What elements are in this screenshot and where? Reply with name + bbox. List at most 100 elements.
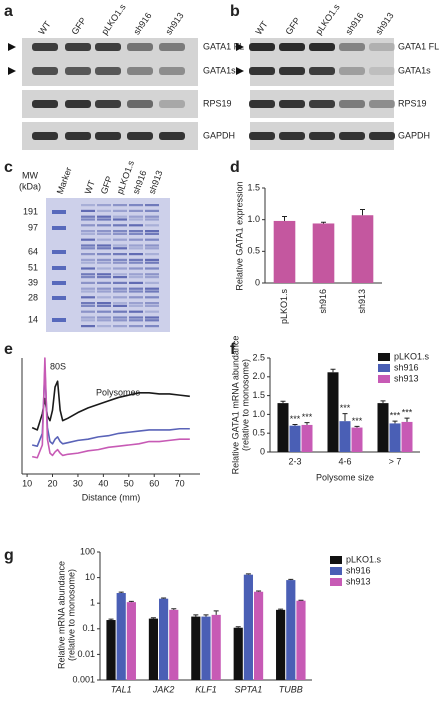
gel-band [97, 258, 111, 261]
legend-label: pLKO1.s [346, 554, 382, 564]
gel-band [145, 253, 159, 256]
lane-label: sh913 [373, 11, 395, 37]
x-tick-label: 4-6 [338, 456, 351, 466]
error-bar [213, 610, 219, 615]
gel-band [81, 273, 95, 276]
error-bar [304, 422, 310, 425]
gel-band [97, 281, 111, 284]
lane-label: GFP [99, 175, 115, 196]
gel-band [145, 319, 159, 322]
bar [389, 423, 401, 452]
gel-band [97, 304, 111, 307]
gel-band [81, 316, 95, 319]
gel-band [97, 224, 111, 227]
band-label: GAPDH [398, 130, 430, 140]
legend-label: sh913 [346, 576, 371, 586]
gel-band [145, 325, 159, 328]
profile-line [31, 357, 190, 459]
error-bar [118, 591, 124, 594]
gel-band [113, 304, 127, 307]
profile-line [31, 368, 190, 447]
gel-band [97, 209, 111, 212]
gel-band [145, 304, 159, 307]
gel-band [81, 238, 95, 241]
lane-label: sh913 [147, 169, 165, 195]
x-tick-label: > 7 [389, 456, 402, 466]
gel-band [129, 267, 143, 270]
error-bar [280, 400, 286, 404]
panel-label: c [4, 159, 13, 176]
bar [312, 223, 335, 283]
lane-label: pLKO1.s [313, 2, 342, 37]
gel-band [97, 238, 111, 241]
gel-band [129, 310, 143, 313]
blot-band [339, 132, 365, 140]
gel-band [145, 316, 159, 319]
gel-band [81, 302, 95, 305]
blot-band [369, 67, 395, 75]
gel-band [81, 304, 95, 307]
gel-band [145, 247, 159, 250]
gel-band [81, 290, 95, 293]
gel-band [113, 316, 127, 319]
blot-band [32, 43, 58, 51]
error-bar [392, 420, 398, 424]
gel-band [129, 273, 143, 276]
bar [201, 616, 211, 680]
bar [148, 618, 159, 680]
bar [351, 427, 363, 452]
y-axis-label: Relative GATA1 mRNA abundance [230, 336, 240, 475]
blot-band [369, 132, 395, 140]
gel-band [113, 319, 127, 322]
gel-band [113, 253, 127, 256]
bar [243, 574, 253, 680]
blot-band [369, 100, 395, 108]
bar [126, 602, 136, 680]
gel-band [113, 261, 127, 264]
y-tick-label: 0.5 [252, 428, 265, 438]
gel-band [97, 215, 111, 218]
gel-band [129, 224, 143, 227]
gel-band [113, 238, 127, 241]
gel-band [81, 232, 95, 235]
gel-band [113, 281, 127, 284]
gel-band [145, 232, 159, 235]
marker-band [52, 296, 66, 300]
error-bar [128, 600, 134, 603]
gel-band [129, 253, 143, 256]
lane-label: GFP [283, 16, 302, 37]
gel-band [97, 310, 111, 313]
gel-band [81, 253, 95, 256]
y-tick-label: 0.1 [82, 623, 95, 633]
blot-band [159, 100, 185, 108]
x-tick-label: sh916 [318, 289, 328, 314]
band-label: RPS19 [398, 98, 427, 108]
legend-swatch [378, 364, 390, 372]
x-tick-label: 30 [73, 478, 83, 488]
bar [191, 616, 201, 680]
y-axis-label: (relative to monosome) [240, 359, 250, 451]
y-tick-label: 2.0 [252, 371, 265, 381]
significance: *** [352, 416, 363, 426]
blot-band [249, 132, 275, 140]
gel-band [113, 325, 127, 328]
legend-swatch [330, 556, 342, 564]
x-axis-label: Polysome size [316, 472, 374, 482]
gel-band [81, 319, 95, 322]
gel-band [81, 281, 95, 284]
blot-band [127, 43, 153, 51]
mw-title: (kDa) [19, 181, 41, 191]
gel-band [97, 319, 111, 322]
gel-band [81, 310, 95, 313]
x-tick-label: 60 [149, 478, 159, 488]
gel-band [97, 232, 111, 235]
error-bar [203, 614, 209, 617]
y-tick-label: 0 [255, 277, 260, 287]
error-bar [404, 417, 410, 422]
lane-label: pLKO1.s [99, 2, 128, 37]
bar [116, 593, 126, 680]
blot-band [279, 100, 305, 108]
blot-band [279, 43, 305, 51]
lane-label: WT [36, 19, 53, 37]
